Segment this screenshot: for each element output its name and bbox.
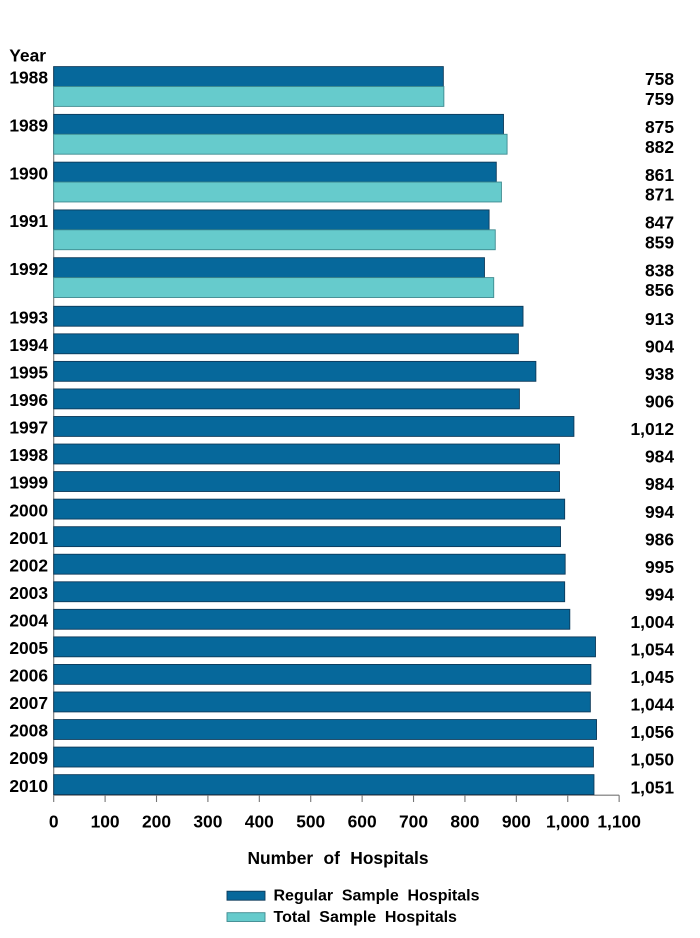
svg-text:2003: 2003	[9, 583, 48, 603]
svg-text:1997: 1997	[9, 418, 48, 438]
svg-text:875: 875	[645, 117, 674, 137]
svg-text:2001: 2001	[9, 528, 48, 548]
svg-text:800: 800	[450, 812, 479, 832]
svg-text:1990: 1990	[9, 163, 48, 183]
svg-text:938: 938	[645, 364, 674, 384]
svg-text:847: 847	[645, 213, 674, 233]
svg-text:1991: 1991	[9, 211, 48, 231]
svg-text:100: 100	[91, 812, 120, 832]
svg-text:1994: 1994	[9, 335, 48, 355]
svg-text:2002: 2002	[9, 555, 48, 575]
svg-text:984: 984	[645, 474, 674, 494]
svg-text:2005: 2005	[9, 638, 48, 658]
svg-text:1999: 1999	[9, 473, 48, 493]
svg-text:200: 200	[142, 812, 171, 832]
svg-text:1,045: 1,045	[630, 667, 674, 687]
svg-text:Number of Hospitals: Number of Hospitals	[247, 848, 428, 868]
svg-text:986: 986	[645, 529, 674, 549]
svg-text:1998: 1998	[9, 445, 48, 465]
svg-text:1,044: 1,044	[630, 695, 674, 715]
svg-text:2009: 2009	[9, 748, 48, 768]
svg-text:1988: 1988	[9, 68, 48, 88]
svg-text:1,012: 1,012	[630, 419, 674, 439]
svg-text:500: 500	[296, 812, 325, 832]
svg-text:2010: 2010	[9, 776, 48, 796]
svg-text:994: 994	[645, 502, 674, 522]
svg-text:2006: 2006	[9, 666, 48, 686]
svg-text:1,050: 1,050	[630, 750, 674, 770]
svg-text:856: 856	[645, 280, 674, 300]
svg-text:700: 700	[399, 812, 428, 832]
svg-text:882: 882	[645, 137, 674, 157]
svg-text:904: 904	[645, 336, 674, 356]
svg-text:861: 861	[645, 165, 674, 185]
svg-text:838: 838	[645, 260, 674, 280]
svg-text:995: 995	[645, 557, 674, 577]
svg-text:1,051: 1,051	[630, 777, 674, 797]
svg-text:758: 758	[645, 69, 674, 89]
svg-text:1996: 1996	[9, 390, 48, 410]
svg-text:1,004: 1,004	[630, 612, 674, 632]
svg-text:1,056: 1,056	[630, 722, 674, 742]
svg-text:913: 913	[645, 309, 674, 329]
svg-text:2008: 2008	[9, 721, 48, 741]
svg-text:1,100: 1,100	[597, 812, 641, 832]
svg-text:984: 984	[645, 447, 674, 467]
svg-text:906: 906	[645, 392, 674, 412]
svg-text:2007: 2007	[9, 693, 48, 713]
svg-text:600: 600	[348, 812, 377, 832]
svg-text:1,054: 1,054	[630, 640, 674, 660]
svg-text:300: 300	[193, 812, 222, 832]
svg-text:859: 859	[645, 232, 674, 252]
svg-text:Total Sample Hospitals: Total Sample Hospitals	[274, 909, 458, 926]
svg-text:Year: Year	[9, 45, 46, 65]
svg-text:994: 994	[645, 584, 674, 604]
svg-text:1995: 1995	[9, 363, 48, 383]
svg-text:1,000: 1,000	[546, 812, 590, 832]
svg-text:2004: 2004	[9, 610, 48, 630]
svg-text:759: 759	[645, 89, 674, 109]
svg-text:1993: 1993	[9, 307, 48, 327]
svg-text:1989: 1989	[9, 115, 48, 135]
svg-text:400: 400	[245, 812, 274, 832]
svg-text:1992: 1992	[9, 259, 48, 279]
svg-text:871: 871	[645, 185, 674, 205]
svg-text:0: 0	[49, 812, 59, 832]
svg-text:2000: 2000	[9, 500, 48, 520]
svg-text:900: 900	[502, 812, 531, 832]
svg-text:Regular Sample Hospitals: Regular Sample Hospitals	[274, 888, 480, 905]
